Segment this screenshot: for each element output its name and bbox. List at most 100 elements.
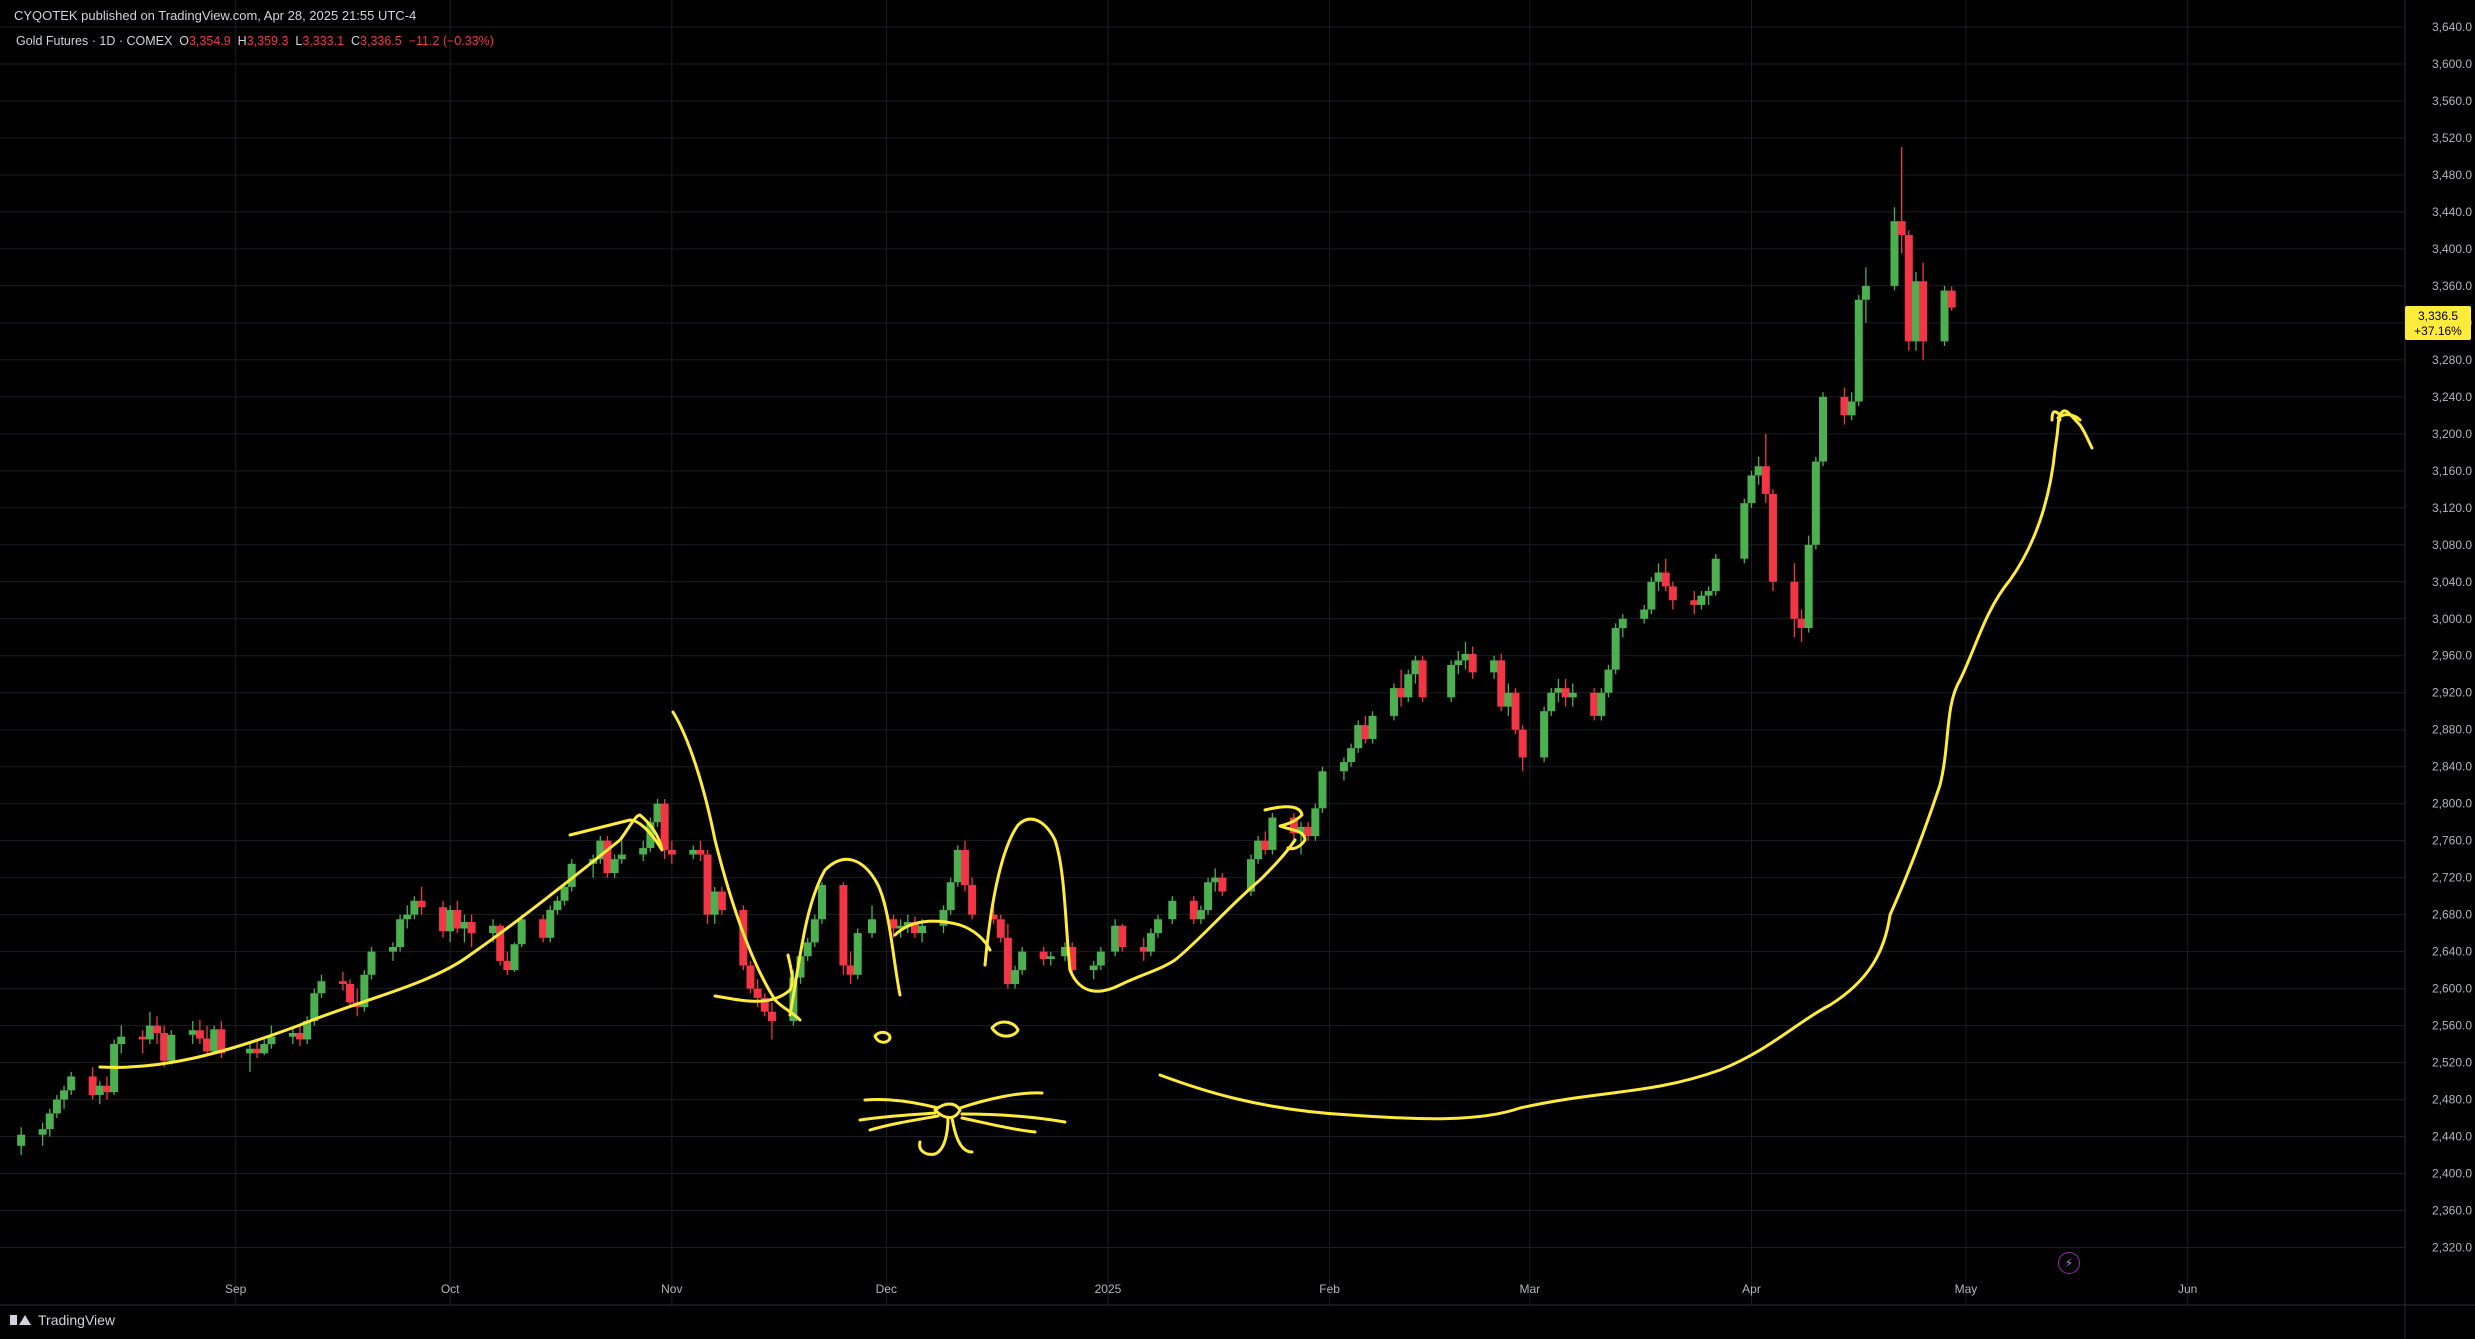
candle-body [1790,581,1799,619]
candle-body [1940,290,1949,342]
candle-body [1947,290,1956,308]
candle [1768,489,1777,592]
candle-body [1204,882,1213,911]
candle-body [360,974,369,1008]
candle [1018,947,1027,975]
candle [1497,653,1506,712]
x-tick-label: May [1955,1282,1978,1296]
tradingview-branding[interactable]: TradingView [10,1312,115,1328]
candle [1011,965,1020,989]
x-tick-label: Apr [1742,1282,1761,1296]
candle-body [1297,826,1306,834]
candle [1690,591,1699,615]
candle [996,914,1005,943]
candle [903,914,912,934]
candle-body [696,849,705,855]
candle [38,1122,47,1146]
candle [1911,272,1920,351]
y-tick-label: 2,520.0 [2432,1056,2472,1070]
candle [889,914,898,938]
candle [1790,563,1799,638]
candle-body [1590,692,1599,716]
candle-body [1168,900,1177,920]
candle-body [346,983,355,1003]
candle-body [1397,688,1406,698]
candle-body [446,910,455,932]
candle-body [1511,692,1520,730]
candle-body [896,925,905,929]
candle-body [1139,947,1148,952]
candle-body [1011,970,1020,984]
candle-body [1497,660,1506,707]
candle [439,900,448,938]
candle [1704,586,1713,605]
candle [1061,942,1070,961]
candle [810,914,819,948]
candle [1861,267,1870,323]
candle [1168,896,1177,924]
drawing-drop-stroke [671,710,802,1022]
candle [1647,577,1656,615]
y-tick-label: 3,560.0 [2432,94,2472,108]
candle-body [1154,919,1163,934]
candle [153,1016,162,1045]
candle [167,1030,176,1065]
candle-body [953,849,962,883]
candle-body [903,922,912,926]
y-tick-label: 3,480.0 [2432,168,2472,182]
candle-body [1218,877,1227,892]
candle-body [52,1099,61,1114]
candle-body [889,919,898,929]
candle-body [138,1036,147,1040]
candle [868,905,877,938]
close-label: C [350,34,361,48]
candle [546,905,555,943]
candle-body [1811,461,1820,545]
candle-body [460,922,469,929]
candle [1818,392,1827,467]
candle-body [253,1048,262,1054]
candle [689,845,698,860]
candle-body [1003,937,1012,984]
candle [1318,766,1327,813]
candle-body [1318,771,1327,809]
candle [1590,688,1599,721]
candle-body [1890,221,1899,286]
published-header: CYQOTEK published on TradingView.com, Ap… [14,8,417,23]
candle [195,1020,204,1045]
drawing-underline-stroke [713,953,794,1003]
y-tick-label: 3,200.0 [2432,427,2472,441]
candle [1397,669,1406,707]
candle-body [1418,660,1427,698]
candle-body [45,1113,54,1130]
candle [60,1085,69,1109]
open-label: O [179,34,189,48]
candle [739,905,748,971]
time-axis[interactable]: Sep Oct Nov Dec 2025 Feb Mar Apr May Jun [0,1282,2475,1306]
candle-body [1211,877,1220,883]
candle-body [1361,725,1370,739]
candle [188,1020,197,1045]
candle [1897,147,1906,254]
candle [1890,207,1899,291]
price-axis[interactable]: 2,320.0 2,360.0 2,400.0 2,440.0 2,480.0 2,520… [2404,0,2472,1339]
candle [1940,285,1949,346]
candle [1461,641,1470,670]
candle [968,877,977,920]
candle [1211,868,1220,892]
symbol-name[interactable]: Gold Futures · 1D · COMEX [16,34,173,48]
bolt-icon[interactable]: ⚡ [2058,1252,2080,1274]
drawing-cat-whiskers-left [858,1098,940,1132]
candle [417,886,426,915]
candle-body [760,997,769,1012]
candle-body [710,891,719,915]
high-label: H [237,34,247,48]
candle-body [567,863,576,887]
candle-body [503,960,512,971]
candle [210,1025,219,1054]
candle-body [739,910,748,966]
candle-body [1597,692,1606,716]
candle-body [1304,826,1313,837]
candle-body [1089,965,1098,971]
